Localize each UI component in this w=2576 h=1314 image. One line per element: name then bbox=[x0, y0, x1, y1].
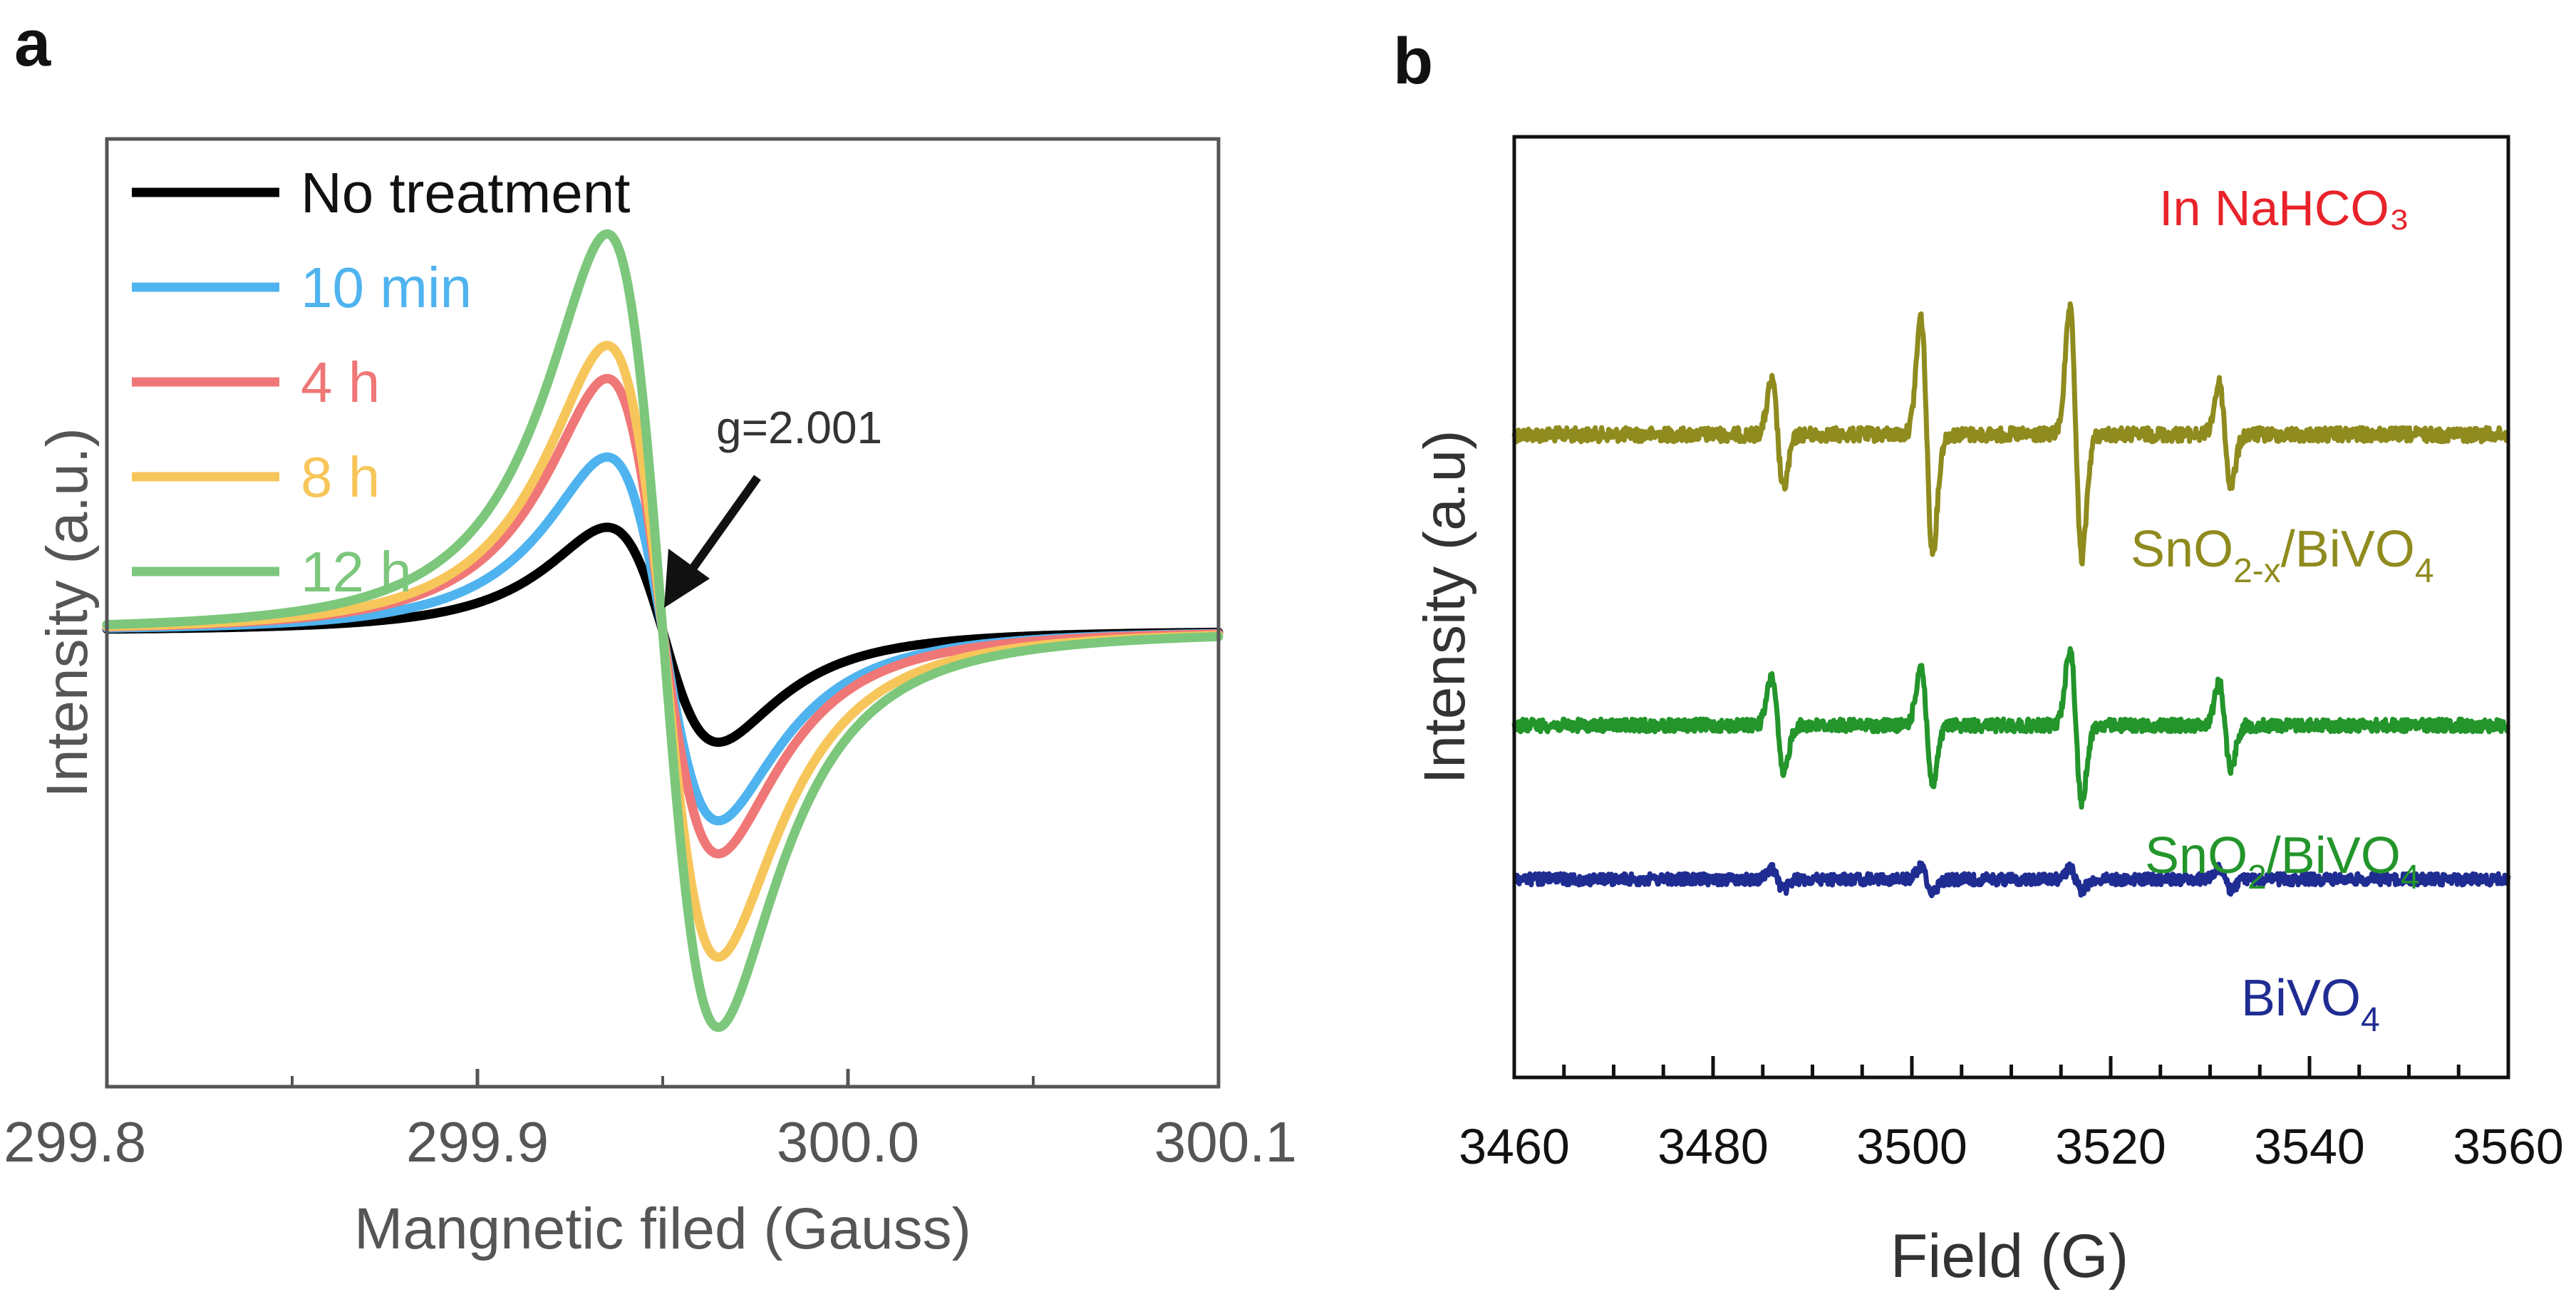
series-line-sno2-x-bivo4 bbox=[1511, 301, 2510, 567]
panel-b-xlabel: Field (G) bbox=[1890, 1222, 2128, 1290]
g-value-label: g=2.001 bbox=[716, 402, 882, 453]
x-tick-label: 300.0 bbox=[777, 1110, 919, 1174]
series-line-sno2-bivo4 bbox=[1511, 646, 2511, 810]
panel-b-curves bbox=[1511, 301, 2511, 899]
series-label-sno2-x-bivo4: SnO2-x/BiVO4 bbox=[2131, 521, 2434, 590]
panel-label-b: b bbox=[1393, 25, 1433, 98]
x-tick-label: 299.8 bbox=[4, 1110, 146, 1174]
legend-label-10-min: 10 min bbox=[301, 256, 472, 319]
g-value-arrow-head-icon bbox=[664, 549, 710, 608]
series-label-bivo4: BiVO4 bbox=[2241, 970, 2380, 1039]
x-tick-label: 3500 bbox=[1856, 1119, 1967, 1174]
panel-b-series-labels: SnO2-x/BiVO4 SnO2/BiVO4 BiVO4 bbox=[2131, 521, 2434, 1039]
panel-a-xticks: 299.8 299.9 300.0 300.1 bbox=[4, 1069, 1297, 1174]
x-tick-label: 3540 bbox=[2254, 1119, 2365, 1174]
legend-label-12-h: 12 h bbox=[301, 540, 412, 604]
x-tick-label: 3560 bbox=[2453, 1119, 2564, 1174]
legend-label-4-h: 4 h bbox=[301, 351, 380, 414]
x-tick-label: 3480 bbox=[1657, 1119, 1769, 1174]
x-tick-label: 3520 bbox=[2055, 1119, 2166, 1174]
panel-a-ylabel: Intensity (a.u.) bbox=[35, 428, 100, 798]
panel-label-a: a bbox=[14, 7, 51, 80]
panel-a-xlabel: Mangnetic filed (Gauss) bbox=[354, 1196, 971, 1261]
x-tick-label: 300.1 bbox=[1154, 1110, 1297, 1174]
series-line-bivo4 bbox=[1512, 860, 2511, 899]
g-value-annotation: g=2.001 bbox=[664, 402, 882, 608]
legend-label-8-h: 8 h bbox=[301, 445, 380, 509]
x-tick-label: 3460 bbox=[1459, 1119, 1570, 1174]
panel-a-curves bbox=[102, 229, 1224, 1033]
panel-a: a 299.8 299.9 300.0 300.1 Mangnetic filed (… bbox=[4, 7, 1297, 1261]
panel-b: b 3460 3480 3500 3520 3540 3560 In NaHCO₃ Fie… bbox=[1393, 25, 2564, 1290]
legend-label-no-treatment: No treatment bbox=[301, 161, 630, 224]
series-label-sno2-bivo4: SnO2/BiVO4 bbox=[2145, 827, 2420, 896]
x-tick-label: 299.9 bbox=[406, 1110, 549, 1174]
g-value-arrow-shaft bbox=[686, 475, 761, 576]
panel-b-xticks: 3460 3480 3500 3520 3540 3560 bbox=[1459, 1056, 2564, 1174]
panel-b-ylabel: Intensity (a.u) bbox=[1412, 430, 1477, 785]
series-line-12-h bbox=[102, 229, 1224, 1033]
panel-b-title: In NaHCO₃ bbox=[2159, 180, 2409, 236]
panel-a-legend: No treatment 10 min 4 h 8 h 12 h bbox=[132, 161, 630, 604]
panel-b-axes-frame bbox=[1512, 135, 2510, 1080]
